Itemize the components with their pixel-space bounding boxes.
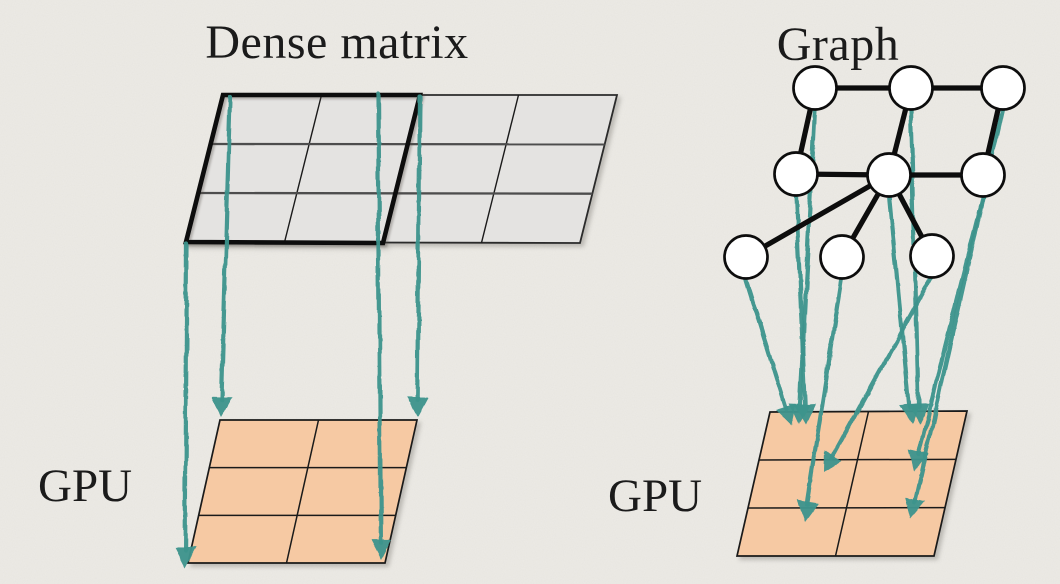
dense-matrix-col-line (480, 94, 520, 243)
mapping-arrow-head (898, 403, 920, 424)
dense-matrix-grid (183, 92, 619, 246)
right-gpu-label: GPU (608, 470, 702, 522)
mapping-arrow-shaft (219, 94, 233, 403)
mapping-arrow-head (905, 497, 926, 519)
mapping-arrow-shaft (183, 241, 190, 553)
mapping-arrow-shaft (375, 91, 383, 546)
dense-matrix-title: Dense matrix (205, 16, 468, 69)
mapping-arrow-shaft (743, 275, 790, 412)
graph-node (819, 234, 865, 280)
dense-matrix-thick-block (183, 92, 423, 246)
mapping-arrow-head (174, 546, 196, 567)
mapping-arrow-head (908, 449, 930, 471)
mapping-arrow-shaft (830, 274, 935, 461)
graph-node (960, 152, 1006, 198)
mapping-arrow-shaft (916, 193, 986, 457)
mapping-arrow-head (211, 396, 233, 417)
graph-node (866, 152, 912, 198)
mapping-arrow-shaft (415, 94, 423, 403)
graph-node (888, 65, 934, 111)
dense-matrix-col-line (283, 94, 323, 243)
mapping-arrow-head (794, 403, 816, 424)
mapping-arrow-shaft (886, 193, 912, 410)
graph-nodes (723, 65, 1026, 280)
left-mapping-arrows (174, 91, 428, 567)
graph-node (909, 233, 955, 279)
graph-panel: Graph GPU (608, 18, 1026, 557)
graph-edge (744, 172, 891, 260)
mapping-arrow-head (776, 403, 797, 426)
mapping-arrow-head (406, 396, 428, 417)
graph-node (980, 65, 1026, 111)
left-gpu-col-line (285, 419, 320, 564)
dense-matrix-panel: Dense matrix GPU (38, 16, 619, 567)
graph-node (723, 234, 769, 280)
mapping-arrow-shaft (804, 275, 845, 507)
left-gpu-label: GPU (38, 460, 132, 512)
mapping-arrow-head (824, 450, 843, 473)
mapping-arrow-head (370, 539, 392, 560)
mapping-arrow-head (796, 499, 818, 521)
graph-title: Graph (777, 18, 899, 71)
right-gpu-col-line (834, 411, 870, 557)
graph-node (792, 65, 838, 111)
graph-node (773, 151, 819, 197)
left-gpu-grid (186, 419, 419, 564)
